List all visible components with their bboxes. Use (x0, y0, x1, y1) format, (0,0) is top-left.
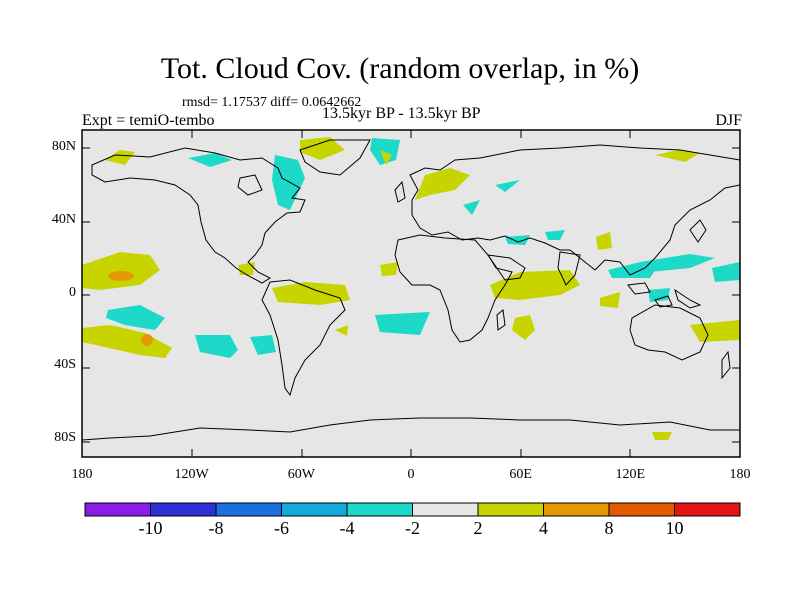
experiment-text: Expt = temiO-tembo (82, 112, 215, 129)
anomaly-patch (640, 254, 715, 272)
colorbar-label: -6 (274, 518, 289, 538)
anomaly-patch (105, 150, 135, 165)
anomaly-shading (82, 137, 740, 440)
colorbar (84, 502, 741, 517)
anomaly-patch (250, 335, 276, 355)
colorbar-label: 2 (473, 518, 483, 538)
colorbar-segment (281, 502, 348, 517)
lat-tick-label: 40S (54, 357, 76, 373)
colorbar-segment (84, 502, 151, 517)
anomaly-patch (512, 315, 535, 340)
anomaly-patch (596, 232, 612, 250)
lon-tick-label: 180 (71, 467, 93, 482)
lat-tick-label: 80N (51, 139, 76, 155)
colorbar-label: 8 (604, 518, 614, 538)
lon-tick-label: 60W (287, 467, 315, 482)
anomaly-patch (690, 320, 740, 342)
anomaly-patch (272, 155, 305, 210)
colorbar-label: -10 (138, 518, 163, 538)
colorbar-segment (346, 502, 413, 517)
season-text: DJF (715, 112, 742, 129)
colorbar-label: 4 (539, 518, 548, 538)
colorbar-label: -2 (405, 518, 420, 538)
anomaly-patch (648, 288, 670, 302)
colorbar-segment (674, 502, 741, 517)
colorbar-segment (477, 502, 544, 517)
axis-ticks (82, 130, 740, 457)
anomaly-patch (600, 292, 620, 308)
lat-tick-label: 0 (69, 284, 76, 300)
anomaly-patch (505, 235, 530, 245)
anomaly-patch (108, 271, 134, 281)
colorbar-segment (150, 502, 217, 517)
colorbar-label: 10 (665, 518, 684, 538)
lon-tick-label: 120E (615, 467, 646, 482)
anomaly-patch (712, 262, 740, 282)
anomaly-patch (495, 180, 520, 192)
anomaly-patch (370, 138, 400, 165)
colorbar-segment (215, 502, 282, 517)
anomaly-patch (655, 150, 700, 162)
colorbar-label: -8 (208, 518, 224, 538)
colorbar-segment (412, 502, 479, 517)
colorbar-segment (543, 502, 610, 517)
lon-tick-label: 180 (729, 467, 751, 482)
anomaly-patch (545, 230, 565, 240)
anomaly-patch (490, 270, 580, 300)
anomaly-patch (380, 262, 398, 276)
colorbar-label: -4 (339, 518, 355, 538)
anomaly-patch (141, 334, 153, 346)
lon-tick-label: 120W (174, 467, 209, 482)
lon-tick-label: 0 (407, 467, 415, 482)
anomaly-patch (380, 150, 392, 165)
period-text: 13.5kyr BP - 13.5kyr BP (322, 105, 481, 122)
anomaly-patch (195, 335, 238, 358)
anomaly-patch (415, 168, 470, 200)
anomaly-patch (375, 312, 430, 335)
coastlines (82, 139, 740, 441)
anomaly-patch (188, 153, 232, 167)
anomaly-patch (272, 282, 350, 305)
lon-tick-label: 60E (509, 467, 532, 482)
anomaly-patch (300, 137, 345, 160)
anomaly-patch (463, 200, 480, 215)
anomaly-patch (106, 305, 165, 330)
anomaly-patch (652, 432, 672, 440)
stats-text: rmsd= 1.17537 diff= 0.0642662 (182, 95, 362, 110)
colorbar-segment (608, 502, 675, 517)
anomaly-patch (335, 325, 348, 336)
lat-tick-label: 40N (51, 211, 76, 227)
map-background (82, 130, 740, 457)
lat-tick-label: 80S (54, 429, 76, 445)
plot-title: Tot. Cloud Cov. (random overlap, in %) (160, 52, 640, 85)
anomaly-patch (82, 325, 172, 358)
